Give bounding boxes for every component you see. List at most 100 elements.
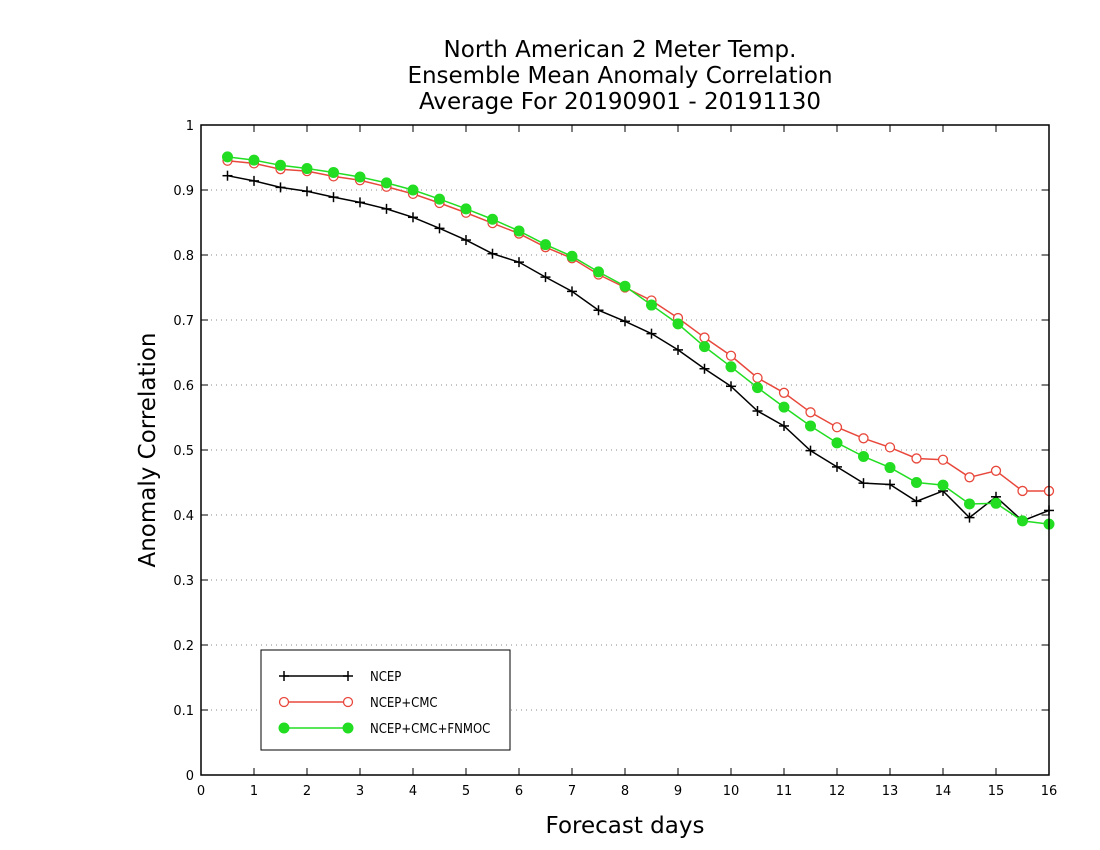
data-point-ncep-cmc-fnmoc: [805, 420, 816, 432]
data-point-ncep: [487, 248, 498, 259]
data-point-ncep-cmc: [831, 422, 843, 433]
x-tick-label: 14: [935, 784, 952, 799]
legend-item-ncep-cmc: NCEP+CMC: [278, 696, 438, 711]
y-axis-ticks: 0 0.1 0.2 0.3 0.4 0.5 0.6 0.7 0.8 0.9 1: [173, 119, 1049, 784]
legend: NCEP NCEP+CMC NCEP+CMC+FNMOC: [260, 649, 511, 751]
data-point-ncep-cmc-fnmoc: [381, 177, 392, 189]
legend-label: NCEP: [370, 670, 401, 685]
data-point-ncep: [275, 182, 286, 193]
data-point-ncep-cmc: [990, 465, 1002, 476]
x-tick-label: 16: [1041, 784, 1058, 799]
chart-title: North American 2 Meter Temp. Ensemble Me…: [407, 37, 832, 115]
data-point-ncep: [567, 286, 577, 297]
data-point-ncep-cmc-fnmoc: [672, 318, 684, 330]
data-point-ncep: [328, 192, 339, 203]
data-point-ncep-cmc-fnmoc: [487, 213, 498, 225]
y-tick-label: 0.4: [173, 509, 194, 524]
data-point-ncep: [646, 328, 657, 339]
y-axis-label: Anomaly Correlation: [135, 332, 161, 567]
x-tick-label: 1: [250, 784, 258, 799]
data-point-ncep-cmc-fnmoc: [593, 266, 604, 278]
data-point-ncep-cmc: [1017, 485, 1028, 497]
data-point-ncep-cmc-fnmoc: [725, 361, 737, 373]
data-point-ncep-cmc-fnmoc: [964, 498, 975, 510]
data-point-ncep-cmc-fnmoc: [1017, 515, 1028, 527]
legend-marker: [279, 671, 289, 681]
y-tick-label: 0.1: [173, 704, 194, 719]
legend-box: [260, 649, 511, 751]
data-point-ncep-cmc-fnmoc: [646, 299, 657, 311]
data-point-ncep: [540, 272, 551, 283]
legend-marker: [343, 671, 353, 681]
x-tick-label: 7: [568, 784, 576, 799]
y-tick-label: 0.7: [173, 314, 194, 329]
data-point-ncep-cmc-fnmoc: [354, 171, 366, 183]
data-point-ncep-cmc: [699, 332, 710, 343]
data-point-ncep-cmc-fnmoc: [990, 497, 1002, 509]
data-point-ncep-cmc-fnmoc: [699, 341, 710, 353]
chart-title-line-2: Ensemble Mean Anomaly Correlation: [407, 63, 832, 89]
data-point-ncep-cmc: [937, 454, 949, 465]
data-point-ncep-cmc: [884, 442, 896, 453]
y-tick-label: 0.8: [173, 249, 194, 264]
data-point-ncep: [964, 512, 975, 523]
data-point-ncep-cmc-fnmoc: [752, 382, 763, 394]
legend-label: NCEP+CMC: [370, 696, 438, 711]
data-point-ncep-cmc-fnmoc: [540, 239, 551, 251]
chart-title-line-3: Average For 20190901 - 20191130: [419, 89, 821, 115]
legend-item-ncep-cmc-fnmoc: NCEP+CMC+FNMOC: [278, 722, 490, 737]
legend-marker: [278, 722, 290, 734]
series-ncep-cmc: [222, 155, 1055, 497]
x-tick-label: 13: [882, 784, 899, 799]
y-tick-label: 0: [186, 769, 194, 784]
data-point-ncep-cmc-fnmoc: [328, 166, 339, 178]
x-axis-ticks: 0 1 2 3 4 5 6 7 8 9 10 11 12 13 14 15 16: [197, 125, 1057, 799]
data-point-ncep-cmc: [725, 350, 737, 361]
data-point-ncep: [514, 257, 524, 268]
data-point-ncep: [593, 305, 604, 316]
gridlines: [201, 189, 1049, 711]
data-point-ncep: [355, 197, 365, 208]
y-tick-label: 0.9: [173, 184, 194, 199]
legend-marker: [342, 722, 354, 734]
legend-marker: [342, 696, 354, 708]
data-point-ncep: [752, 406, 763, 416]
data-point-ncep-cmc-fnmoc: [460, 203, 472, 215]
series-layer: [222, 151, 1055, 530]
data-point-ncep: [461, 235, 471, 246]
data-point-ncep-cmc: [858, 433, 869, 444]
y-tick-label: 0.2: [173, 639, 194, 654]
data-point-ncep: [911, 496, 922, 507]
data-point-ncep-cmc-fnmoc: [937, 479, 949, 491]
data-point-ncep: [832, 461, 842, 472]
chart-title-line-1: North American 2 Meter Temp.: [444, 37, 797, 63]
x-tick-label: 9: [674, 784, 682, 799]
series-line-ncep: [227, 174, 1050, 522]
data-point-ncep-cmc-fnmoc: [222, 151, 233, 163]
x-tick-label: 6: [515, 784, 523, 799]
data-point-ncep: [805, 445, 816, 456]
data-point-ncep-cmc: [752, 372, 763, 384]
data-point-ncep-cmc-fnmoc: [407, 184, 419, 196]
x-tick-label: 11: [776, 784, 793, 799]
data-point-ncep-cmc-fnmoc: [858, 451, 869, 462]
data-point-ncep-cmc: [805, 407, 816, 418]
data-point-ncep: [249, 175, 259, 186]
data-point-ncep: [381, 203, 392, 214]
data-point-ncep: [726, 381, 736, 392]
x-tick-label: 4: [409, 784, 417, 799]
data-point-ncep-cmc-fnmoc: [275, 159, 286, 171]
series-line-ncep-cmc: [227, 160, 1049, 492]
x-tick-label: 2: [303, 784, 311, 799]
data-point-ncep-cmc: [778, 387, 790, 398]
y-tick-label: 0.3: [173, 574, 194, 589]
data-point-ncep-cmc-fnmoc: [778, 401, 790, 413]
data-point-ncep-cmc: [964, 472, 975, 483]
legend-item-ncep: NCEP: [279, 670, 401, 685]
data-point-ncep: [858, 478, 869, 489]
x-tick-label: 15: [988, 784, 1005, 799]
data-point-ncep-cmc: [911, 453, 922, 464]
data-point-ncep: [408, 212, 418, 223]
data-point-ncep-cmc-fnmoc: [911, 477, 922, 488]
data-point-ncep-cmc-fnmoc: [831, 437, 843, 449]
